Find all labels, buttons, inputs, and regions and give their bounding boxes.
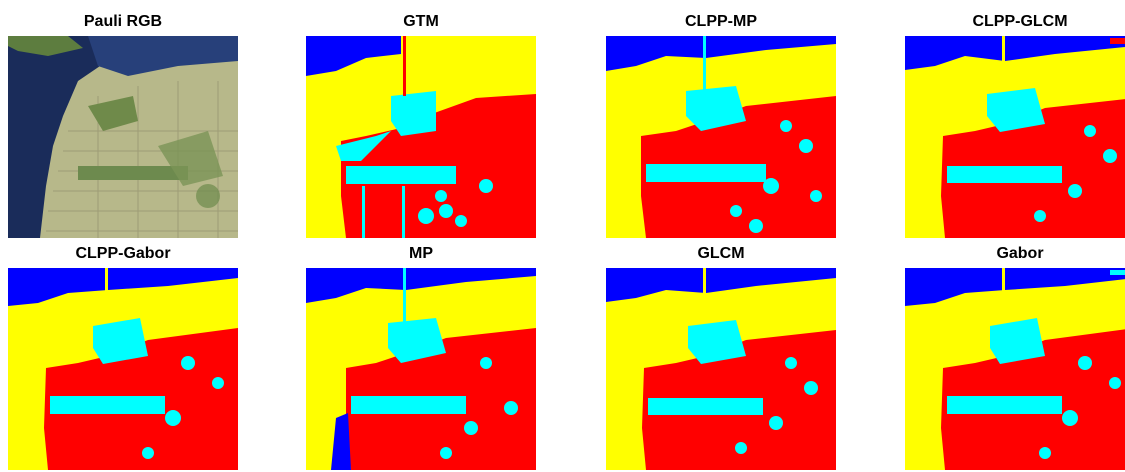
panel-title: GTM [403,13,439,30]
panel-title: GLCM [697,245,745,262]
panel-clpp-gabor: CLPP-Gabor [8,242,238,472]
panel-title: Pauli RGB [83,13,163,30]
panel-glcm: GLCM [606,242,836,472]
classification-map-image [8,268,238,470]
panel-title: MP [409,245,433,262]
classification-map-image [905,268,1125,470]
panel-pauli-rgb: Pauli RGB [8,10,238,240]
panel-title: Gabor [996,245,1044,262]
panel-title: CLPP-MP [685,13,757,30]
panel-clpp-mp: CLPP-MP [606,10,836,240]
pauli-rgb-image [8,36,238,238]
panel-title: CLPP-Gabor [75,245,171,262]
panel-gtm: GTM [306,10,536,240]
classification-map-image [306,268,536,470]
classification-map-image [306,36,536,238]
classification-map-image [905,36,1125,238]
panel-clpp-glcm: CLPP-GLCM [905,10,1125,240]
panel-mp: MP [306,242,536,472]
classification-map-image [606,36,836,238]
classification-map-image [606,268,836,470]
panel-title: CLPP-GLCM [972,13,1068,30]
panel-gabor: Gabor [905,242,1125,472]
